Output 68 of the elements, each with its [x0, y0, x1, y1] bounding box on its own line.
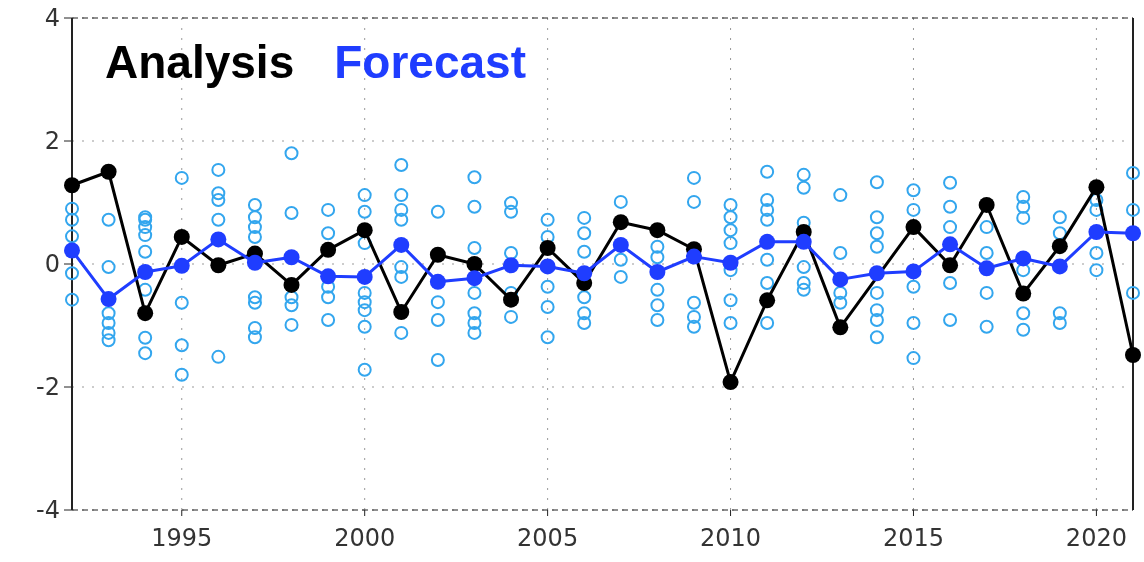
- point: [832, 271, 849, 288]
- point: [612, 236, 629, 253]
- point: [612, 214, 629, 231]
- x-tick-label: 2010: [700, 524, 762, 552]
- point: [795, 233, 812, 250]
- point: [320, 241, 337, 258]
- point: [100, 163, 117, 180]
- point: [1015, 250, 1032, 267]
- point: [1125, 225, 1141, 242]
- y-tick-label: 0: [44, 250, 60, 279]
- point: [283, 276, 300, 293]
- x-tick-label: 1995: [151, 524, 213, 552]
- point: [1088, 179, 1105, 196]
- point: [978, 260, 995, 277]
- point: [137, 264, 154, 280]
- point: [1015, 285, 1032, 302]
- point: [1088, 224, 1105, 241]
- point: [466, 270, 483, 287]
- point: [759, 233, 776, 250]
- x-tick-label: 2005: [517, 524, 579, 552]
- point: [722, 254, 739, 271]
- point: [210, 231, 227, 248]
- point: [283, 249, 300, 266]
- point: [137, 305, 154, 322]
- point: [503, 291, 520, 308]
- point: [246, 254, 263, 271]
- y-tick-label: 2: [44, 127, 60, 156]
- point: [466, 256, 483, 272]
- point: [100, 291, 117, 308]
- point: [649, 264, 666, 280]
- point: [429, 273, 446, 290]
- point: [942, 236, 959, 253]
- text: Forecast: [334, 36, 526, 88]
- point: [868, 265, 885, 282]
- x-tick-label: 2000: [334, 524, 396, 552]
- point: [1051, 258, 1068, 275]
- point: [1051, 238, 1068, 255]
- point: [942, 257, 959, 274]
- point: [978, 196, 995, 213]
- point: [173, 257, 190, 274]
- point: [429, 246, 446, 263]
- point: [832, 319, 849, 336]
- point: [649, 222, 666, 239]
- point: [759, 292, 776, 309]
- point: [356, 268, 373, 285]
- series-label: Analysis: [105, 36, 295, 88]
- point: [576, 265, 593, 282]
- x-tick-label: 2020: [1065, 524, 1127, 552]
- point: [539, 258, 556, 275]
- y-tick-label: 4: [44, 4, 60, 33]
- y-tick-label: -4: [36, 496, 60, 525]
- point: [173, 228, 190, 245]
- point: [356, 222, 373, 239]
- point: [64, 177, 80, 194]
- point: [905, 263, 922, 280]
- y-tick-label: -2: [36, 373, 60, 402]
- point: [539, 240, 556, 257]
- point: [905, 219, 922, 236]
- point: [1125, 347, 1141, 364]
- point: [393, 303, 410, 320]
- point: [64, 242, 80, 259]
- point: [320, 268, 337, 285]
- point: [210, 257, 227, 274]
- point: [685, 248, 702, 265]
- x-tick-label: 2015: [882, 524, 945, 552]
- point: [393, 236, 410, 253]
- point: [722, 374, 739, 391]
- point: [503, 257, 520, 274]
